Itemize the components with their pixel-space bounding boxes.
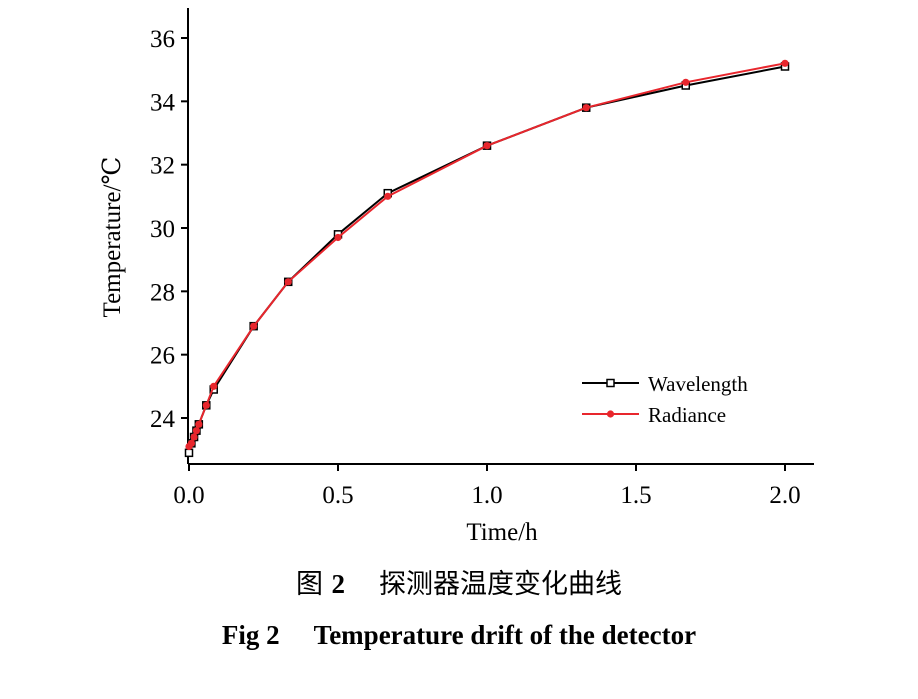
y-tick-label: 24 bbox=[150, 406, 176, 433]
legend-marker-radiance bbox=[606, 410, 615, 418]
series-layer bbox=[184, 59, 790, 458]
caption-cn-number: 2 bbox=[331, 569, 346, 599]
legend-marker-wavelength bbox=[606, 378, 615, 388]
caption-cn-text: 探测器温度变化曲线 bbox=[379, 569, 623, 600]
x-tick-label: 0.5 bbox=[322, 482, 353, 509]
figure-caption-english: Fig 2 Temperature drift of the detector bbox=[0, 620, 918, 651]
data-point-radiance bbox=[210, 382, 218, 390]
y-tick-label: 36 bbox=[150, 26, 175, 53]
figure-caption-chinese: 图 2 探测器温度变化曲线 bbox=[0, 562, 918, 601]
series-radiance bbox=[185, 59, 789, 451]
caption-en-text: Temperature drift of the detector bbox=[313, 620, 697, 650]
y-tick-label: 32 bbox=[150, 153, 175, 180]
data-point-radiance bbox=[682, 78, 690, 86]
data-point-radiance bbox=[195, 420, 203, 428]
x-tick-label: 0.0 bbox=[173, 482, 204, 509]
axes: 24 26 28 30 32 34 36 0.0 0.5 1.0 1.5 2.0 bbox=[150, 8, 814, 509]
data-point-radiance bbox=[250, 322, 258, 330]
data-point-radiance bbox=[284, 278, 292, 286]
data-point-radiance bbox=[202, 401, 210, 409]
data-point-radiance bbox=[483, 142, 491, 150]
data-point-radiance bbox=[384, 192, 392, 200]
y-tick-label: 26 bbox=[150, 343, 175, 370]
y-tick-label: 28 bbox=[150, 279, 175, 306]
legend-label-wavelength: Wavelength bbox=[648, 372, 748, 396]
y-tick-label: 34 bbox=[150, 89, 176, 116]
x-tick-label: 1.0 bbox=[471, 482, 502, 509]
data-point-radiance bbox=[187, 439, 195, 447]
legend-label-radiance: Radiance bbox=[648, 403, 726, 427]
x-tick-label: 2.0 bbox=[769, 482, 800, 509]
data-point-radiance bbox=[781, 59, 789, 67]
series-wavelength bbox=[184, 62, 790, 458]
data-point-radiance bbox=[192, 427, 201, 435]
y-tick-label: 30 bbox=[150, 216, 175, 243]
data-point-wavelength bbox=[184, 448, 194, 458]
caption-cn-label: 图 bbox=[295, 569, 323, 600]
caption-en-label: Fig 2 bbox=[221, 620, 280, 650]
data-point-radiance bbox=[334, 233, 342, 242]
data-point-radiance bbox=[190, 433, 198, 441]
x-axis-title: Time/h bbox=[466, 519, 538, 546]
x-tick-label: 1.5 bbox=[620, 482, 651, 509]
temperature-chart: 24 26 28 30 32 34 36 0.0 0.5 1.0 1.5 2.0 Wavelength… bbox=[99, 8, 814, 546]
legend: Wavelength Radiance bbox=[582, 372, 748, 427]
data-point-radiance bbox=[582, 104, 590, 112]
y-axis-title: Temperature/℃ bbox=[99, 157, 126, 318]
